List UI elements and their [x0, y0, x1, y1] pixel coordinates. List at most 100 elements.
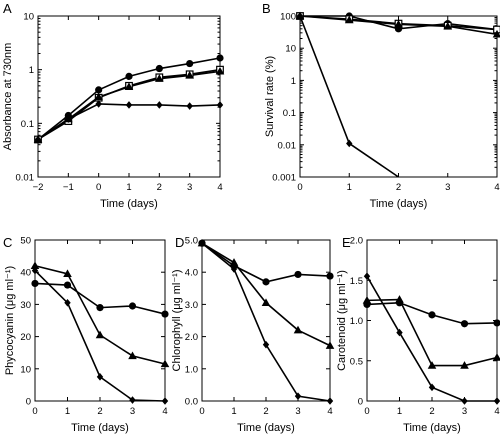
x-axis-label: Time (days) — [403, 422, 461, 434]
data-point-triangle-filled — [229, 258, 239, 266]
series-markers-1 — [363, 299, 500, 328]
data-point-circle-filled — [262, 278, 270, 286]
data-point-triangle-filled — [128, 351, 137, 360]
y-tick-label: 10 — [285, 44, 296, 55]
data-point-triangle-filled — [427, 361, 437, 369]
data-point-diamond-filled — [129, 396, 136, 404]
data-point-triangle-filled — [293, 325, 303, 334]
y-tick-label: 10 — [23, 12, 34, 23]
data-point-diamond-filled — [216, 101, 224, 109]
y-tick-label: 0.1 — [21, 119, 34, 130]
x-axis-label: Time (days) — [370, 198, 428, 210]
y-tick-label: 0.01 — [16, 173, 35, 184]
series-markers-3 — [31, 266, 169, 405]
data-point-diamond-filled — [461, 397, 468, 405]
x-tick-label: 1 — [231, 406, 236, 417]
y-tick-label: 5.0 — [185, 236, 198, 247]
x-tick-label: 2 — [429, 406, 434, 417]
data-point-circle-filled — [216, 54, 224, 62]
data-point-diamond-filled — [346, 139, 353, 148]
x-tick-label: 0 — [364, 406, 369, 417]
data-point-triangle-filled — [394, 19, 403, 28]
y-axis-label: Carotenoid (μg ml⁻¹) — [336, 270, 348, 371]
data-point-triangle-filled — [160, 359, 170, 368]
data-point-triangle-filled — [344, 15, 354, 24]
y-axis-label: Absorbance at 730nm — [2, 43, 14, 151]
x-tick-label: 4 — [494, 182, 499, 193]
panel-letter: C — [3, 235, 12, 250]
panel-letter: D — [175, 235, 184, 250]
data-point-triangle-filled — [443, 21, 453, 30]
series-line-1 — [37, 57, 221, 141]
series-markers-3 — [198, 239, 334, 405]
series-markers-1 — [31, 279, 169, 318]
data-point-diamond-filled — [161, 397, 169, 405]
series-markers-1 — [34, 54, 224, 144]
x-tick-label: 1 — [126, 182, 131, 193]
series-markers-1 — [198, 239, 334, 286]
data-point-circle-filled — [125, 72, 133, 80]
y-tick-label: 1 — [29, 65, 34, 76]
data-point-diamond-filled — [363, 272, 371, 281]
x-tick-label: 1 — [65, 406, 70, 417]
series-line-2 — [34, 264, 166, 365]
y-tick-label: 2.0 — [350, 236, 363, 247]
panel-d: D 0 1 2 3 4 0.0 1.0 2.0 3.0 4.0 5.0 Time (days) Chlor… — [171, 235, 335, 434]
series-markers-4 — [296, 12, 353, 148]
data-point-circle-filled — [428, 311, 436, 319]
panel-a: A −2 −1 0 1 2 3 4 0.01 0.1 1 10 Time (days) Absorbanc… — [2, 1, 225, 210]
y-tick-label: 0.01 — [278, 140, 297, 151]
data-point-circle-filled — [493, 319, 500, 327]
y-tick-label: 1.5 — [350, 276, 363, 287]
x-tick-label: −1 — [63, 182, 74, 193]
data-point-diamond-filled — [95, 100, 102, 108]
y-tick-label: 2.0 — [185, 332, 198, 343]
y-tick-label: 30 — [20, 300, 31, 311]
y-tick-label: 0.5 — [350, 356, 363, 367]
x-tick-label: 2 — [97, 406, 102, 417]
data-point-triangle-filled — [95, 330, 105, 339]
data-point-diamond-filled — [198, 239, 206, 248]
panel-letter: B — [262, 1, 271, 16]
y-tick-label: 50 — [20, 236, 31, 247]
x-tick-label: 2 — [263, 406, 268, 417]
data-point-diamond-filled — [31, 266, 39, 275]
data-point-diamond-filled — [262, 340, 270, 349]
x-tick-label: 2 — [157, 182, 162, 193]
data-point-diamond-filled — [156, 101, 163, 109]
x-tick-label: 4 — [217, 182, 222, 193]
data-point-circle-filled — [460, 320, 469, 328]
data-point-diamond-filled — [296, 12, 304, 20]
x-tick-label: 1 — [397, 406, 402, 417]
panel-letter: A — [3, 1, 12, 16]
y-tick-label: 1.0 — [350, 316, 363, 327]
data-point-diamond-filled — [493, 397, 500, 405]
data-point-triangle-filled — [395, 295, 404, 303]
data-point-triangle-filled — [325, 341, 335, 349]
x-axis-label: Time (days) — [237, 422, 295, 434]
x-tick-label: 3 — [295, 406, 300, 417]
data-point-diamond-filled — [186, 102, 193, 110]
y-tick-label: 1 — [291, 76, 296, 87]
x-tick-label: 0 — [297, 182, 302, 193]
data-point-diamond-filled — [125, 101, 133, 109]
data-point-triangle-filled — [362, 295, 372, 304]
y-tick-label: 0 — [26, 397, 31, 408]
x-tick-label: 3 — [130, 406, 135, 417]
data-point-triangle-filled — [215, 66, 225, 75]
series-markers-2 — [197, 238, 335, 349]
x-tick-label: 4 — [327, 406, 332, 417]
y-axis-label: Chlorophyll (μg ml⁻¹) — [171, 270, 183, 372]
data-point-circle-filled — [128, 302, 137, 310]
x-tick-label: 0 — [96, 182, 101, 193]
data-point-circle-filled — [326, 272, 334, 280]
y-tick-label: 100 — [280, 12, 296, 23]
plot-frame — [37, 15, 221, 178]
data-point-diamond-filled — [396, 328, 403, 337]
data-point-triangle-filled — [492, 29, 500, 38]
series-markers-3 — [295, 11, 500, 38]
data-point-triangle-filled — [94, 92, 103, 101]
panel-b: B 0 1 2 3 4 0.001 0.01 0.1 1 10 100 Time (days) Survi… — [262, 1, 500, 210]
